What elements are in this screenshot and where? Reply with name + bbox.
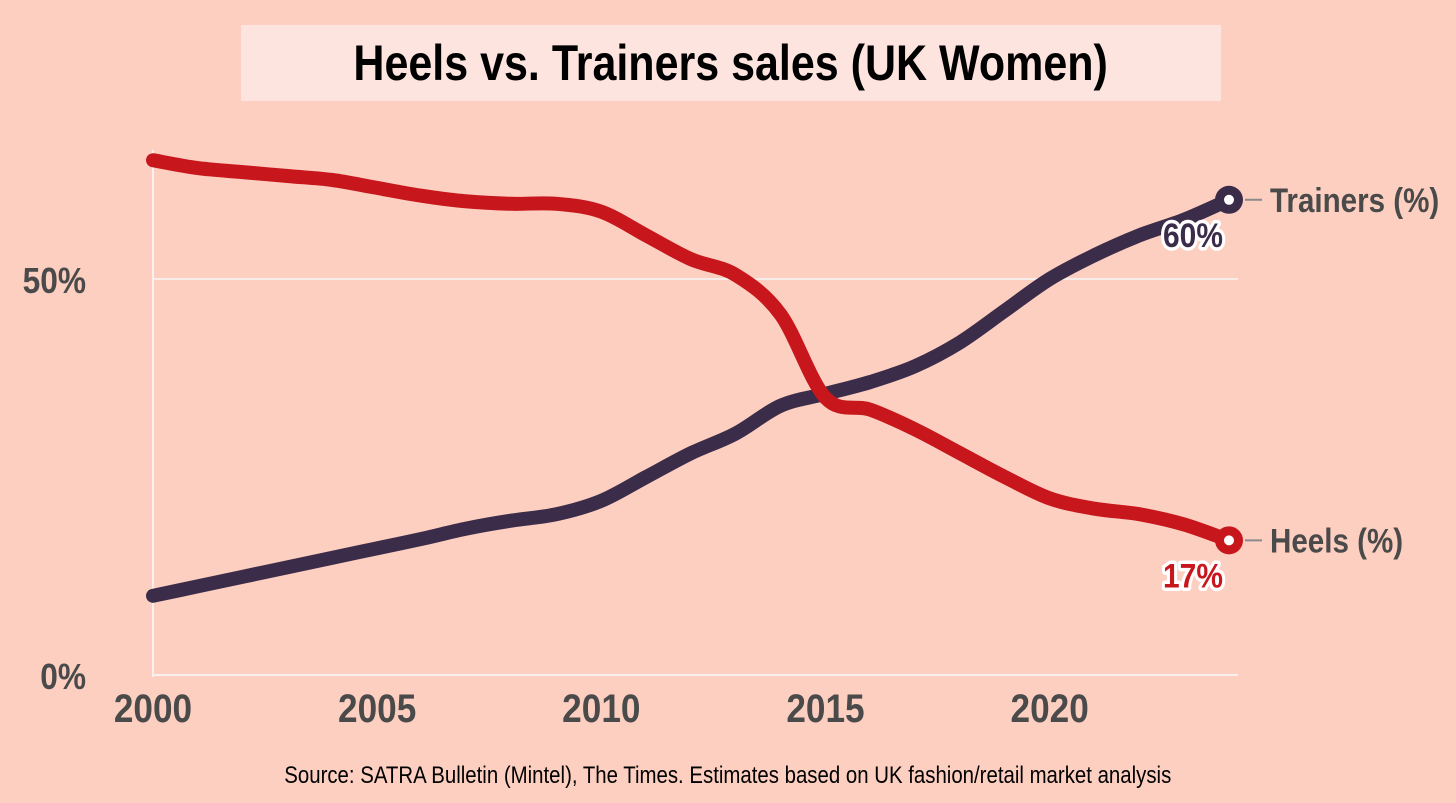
series-line-trainers bbox=[146, 192, 1236, 603]
trainers-end-marker-dot bbox=[1224, 194, 1234, 205]
title-box: Heels vs. Trainers sales (UK Women) bbox=[241, 25, 1221, 101]
source-note: Source: SATRA Bulletin (Mintel), The Tim… bbox=[0, 762, 1456, 790]
y-tick-label: 50% bbox=[23, 261, 86, 301]
heels-end-marker-dot bbox=[1224, 535, 1234, 546]
x-tick-label: 2000 bbox=[114, 686, 192, 731]
x-tick-label: 2005 bbox=[338, 686, 416, 731]
x-tick-label: 2015 bbox=[786, 686, 864, 731]
heels-end-value-label: 17% bbox=[1163, 557, 1223, 595]
source-text: Source: SATRA Bulletin (Mintel), The Tim… bbox=[284, 762, 1172, 789]
x-tick-label: 2010 bbox=[562, 686, 640, 731]
series-line-heels bbox=[146, 153, 1236, 548]
trainers-series-label: Trainers (%) bbox=[1270, 181, 1439, 219]
trainers-end-value-label: 60% bbox=[1163, 216, 1223, 254]
y-tick-label: 0% bbox=[40, 657, 86, 697]
x-tick-label: 2020 bbox=[1011, 686, 1089, 731]
chart-title: Heels vs. Trainers sales (UK Women) bbox=[353, 35, 1109, 91]
heels-series-label: Heels (%) bbox=[1270, 521, 1403, 559]
